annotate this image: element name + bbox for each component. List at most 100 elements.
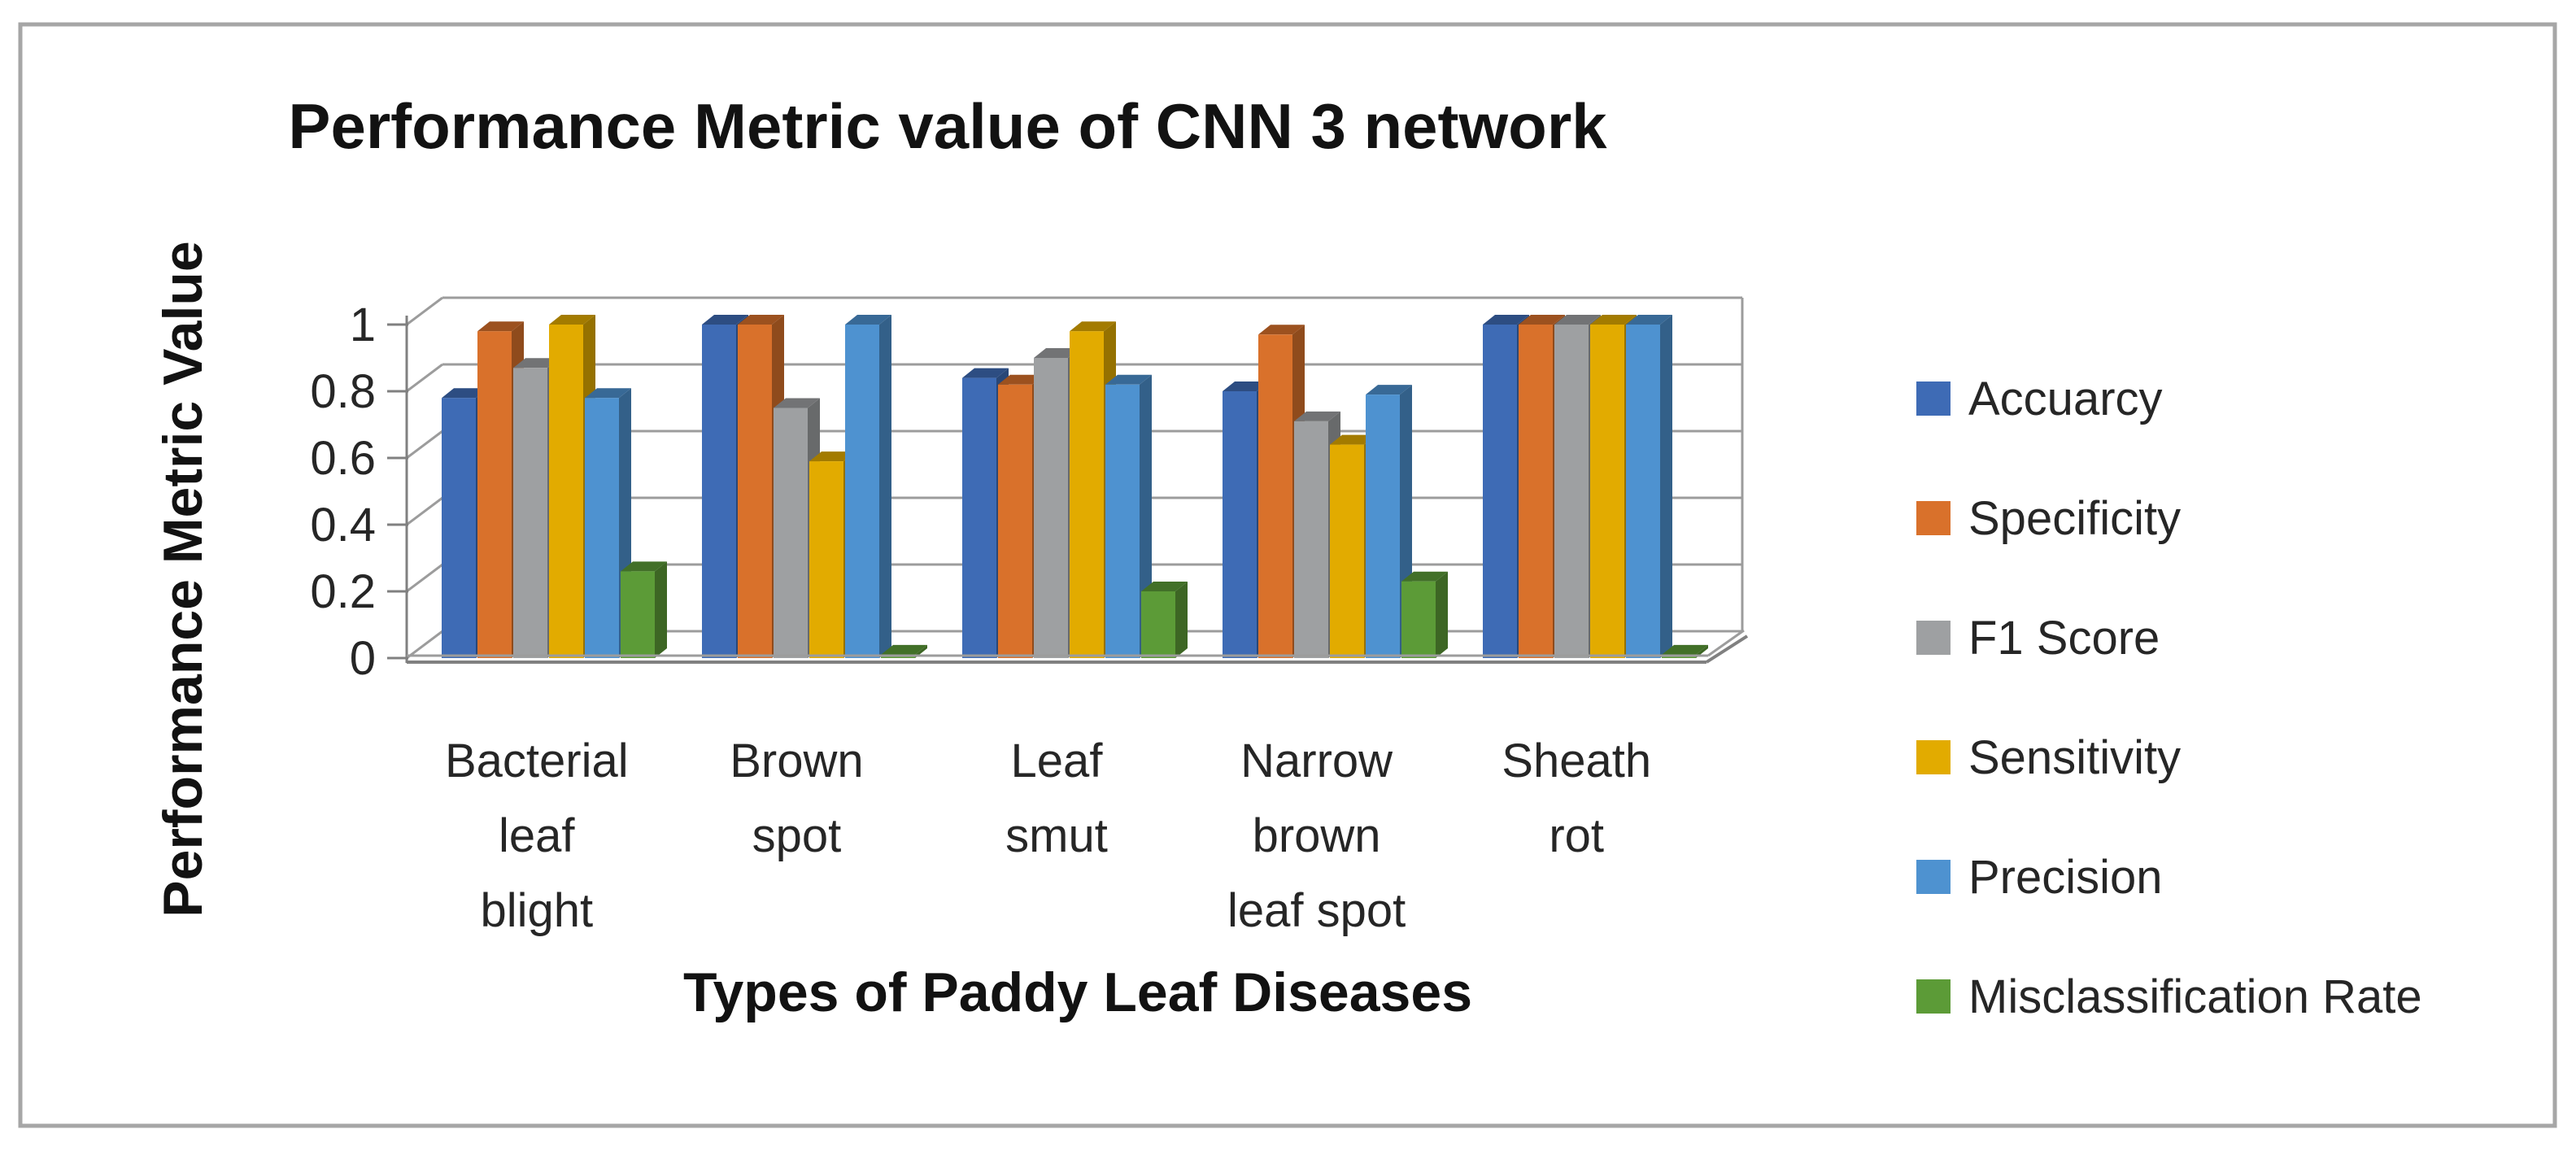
floor	[407, 629, 1749, 664]
bar-sensitivity-sheath-rot-front	[1590, 325, 1624, 658]
bar-misclassification-rate-bacterial-leaf-blight-side	[655, 561, 667, 658]
bar-precision-bacterial-leaf-blight-top	[585, 388, 631, 399]
category-label-line: Sheath	[1502, 735, 1651, 787]
bar-f1-score-narrow-brown-leaf-spot-top	[1294, 411, 1340, 421]
bar-misclassification-rate-bacterial-leaf-blight	[621, 561, 667, 658]
bar-specificity-bacterial-leaf-blight-top	[477, 321, 524, 332]
legend-label-accuarcy: Accuarcy	[1968, 373, 2163, 425]
category-label-line: Bacterial	[445, 735, 629, 787]
category-label-leaf-smut: Leaf smut	[1005, 735, 1108, 862]
bar-precision-leaf-smut-front	[1105, 384, 1140, 658]
bar-accuarcy-brown-spot-front	[702, 325, 736, 658]
floor-right-slant-top	[1707, 629, 1745, 657]
bar-misclassification-rate-bacterial-leaf-blight-front	[621, 571, 655, 658]
bar-accuarcy-narrow-brown-leaf-spot-front	[1223, 391, 1257, 658]
bar-accuarcy-sheath-rot-top	[1483, 315, 1529, 325]
bar-specificity-leaf-smut-top	[998, 374, 1044, 385]
category-label-line: rot	[1549, 809, 1604, 862]
bar-accuarcy-bacterial-leaf-blight-front	[442, 398, 476, 658]
bar-sensitivity-brown-spot-top	[809, 451, 856, 462]
bar-precision-sheath-rot-front	[1626, 325, 1660, 658]
bar-sensitivity-bacterial-leaf-blight-top	[549, 315, 595, 325]
y-tick-label: 1	[350, 299, 376, 351]
bar-f1-score-sheath-rot-front	[1554, 325, 1589, 658]
category-label-line: Brown	[730, 735, 863, 787]
category-label-line: Leaf	[1011, 735, 1104, 787]
legend-swatch-precision	[1916, 860, 1951, 894]
bar-sensitivity-bacterial-leaf-blight-front	[549, 325, 583, 658]
bar-precision-brown-spot-top	[845, 315, 891, 325]
y-tick-label: 0.8	[310, 365, 376, 418]
bar-f1-score-bacterial-leaf-blight-front	[513, 368, 547, 658]
legend-swatch-misclassification-rate	[1916, 979, 1951, 1014]
bar-specificity-brown-spot-front	[738, 325, 772, 658]
gridline-side-connector	[406, 496, 443, 526]
legend-item-specificity: Specificity	[1916, 492, 2181, 545]
gridline-side-connector	[406, 363, 443, 393]
bar-accuarcy-bacterial-leaf-blight-top	[442, 388, 488, 399]
bar-precision-narrow-brown-leaf-spot-front	[1366, 395, 1400, 658]
x-axis-title: Types of Paddy Leaf Diseases	[683, 961, 1472, 1023]
bar-sensitivity-sheath-rot-top	[1590, 315, 1637, 325]
category-label-line: leaf spot	[1227, 884, 1406, 937]
legend-swatch-f1-score	[1916, 621, 1951, 655]
bar-precision-sheath-rot-top	[1626, 315, 1672, 325]
chart-title: Performance Metric value of CNN 3 networ…	[288, 90, 1607, 162]
legend-label-misclassification-rate: Misclassification Rate	[1968, 970, 2422, 1023]
legend-label-sensitivity: Sensitivity	[1968, 731, 2181, 784]
bar-precision-brown-spot-front	[845, 325, 879, 658]
bar-specificity-bacterial-leaf-blight-front	[477, 331, 512, 658]
gridline-side-connector	[406, 296, 443, 326]
bar-f1-score-bacterial-leaf-blight-top	[513, 358, 560, 368]
bar-precision-brown-spot-side	[879, 315, 891, 658]
category-label-bacterial-leaf-blight: Bacterial leaf blight	[445, 735, 629, 937]
legend-item-misclassification-rate: Misclassification Rate	[1916, 970, 2422, 1023]
legend-item-precision: Precision	[1916, 851, 2163, 904]
bar-sensitivity-narrow-brown-leaf-spot-top	[1330, 434, 1376, 445]
category-label-line: brown	[1253, 809, 1381, 862]
bar-precision-leaf-smut-top	[1105, 374, 1152, 385]
y-axis-title: Performance Metric Value	[152, 241, 214, 917]
bar-accuarcy-sheath-rot-front	[1483, 325, 1517, 658]
bar-misclassification-rate-leaf-smut-front	[1141, 591, 1175, 658]
bar-misclassification-rate-leaf-smut-top	[1141, 582, 1188, 591]
bar-misclassification-rate-brown-spot-top	[881, 644, 927, 655]
legend: Accuarcy Specificity F1 Score Sensitivity Pr…	[1916, 373, 2422, 1023]
bar-misclassification-rate-leaf-smut	[1141, 582, 1188, 658]
bar-misclassification-rate-bacterial-leaf-blight-top	[621, 561, 667, 572]
category-label-brown-spot: Brown spot	[730, 735, 863, 862]
y-tick-label: 0.2	[310, 565, 376, 618]
bar-f1-score-leaf-smut-top	[1034, 348, 1080, 358]
y-axis: 1 0.8 0.6 0.4 0.2 0	[310, 299, 408, 685]
category-label-sheath-rot: Sheath rot	[1502, 735, 1651, 862]
bar-specificity-brown-spot-top	[738, 315, 784, 325]
y-tick-label: 0.4	[310, 499, 376, 552]
gridline-side-connector	[406, 563, 443, 593]
category-label-line: leaf	[499, 809, 575, 862]
plot-area: 1 0.8 0.6 0.4 0.2 0 Bacterial leaf blight Brown sp…	[310, 296, 2422, 1023]
bars	[442, 315, 1708, 658]
category-label-line: Narrow	[1240, 735, 1393, 787]
bar-f1-score-sheath-rot-top	[1554, 315, 1601, 325]
legend-label-precision: Precision	[1968, 851, 2163, 904]
bar-misclassification-rate-narrow-brown-leaf-spot	[1401, 571, 1448, 658]
bar-specificity-sheath-rot-front	[1519, 325, 1553, 658]
category-label-line: spot	[752, 809, 842, 862]
legend-item-accuarcy: Accuarcy	[1916, 373, 2163, 425]
category-label-narrow-brown-leaf-spot: Narrow brown leaf spot	[1227, 735, 1406, 937]
bar-sensitivity-leaf-smut-top	[1070, 321, 1116, 332]
bar-precision-narrow-brown-leaf-spot-top	[1366, 385, 1412, 395]
legend-swatch-accuarcy	[1916, 381, 1951, 416]
bar-f1-score-brown-spot-top	[774, 398, 820, 408]
bar-specificity-leaf-smut-front	[998, 384, 1032, 658]
gridline-side-connector	[406, 630, 443, 660]
legend-item-sensitivity: Sensitivity	[1916, 731, 2181, 784]
bar-accuarcy-leaf-smut-front	[962, 377, 996, 658]
bar-f1-score-narrow-brown-leaf-spot-front	[1294, 421, 1328, 658]
legend-item-f1-score: F1 Score	[1916, 612, 2160, 665]
bar-misclassification-rate-narrow-brown-leaf-spot-front	[1401, 581, 1436, 658]
category-label-line: blight	[480, 884, 593, 937]
bar-sensitivity-brown-spot-front	[809, 461, 843, 658]
